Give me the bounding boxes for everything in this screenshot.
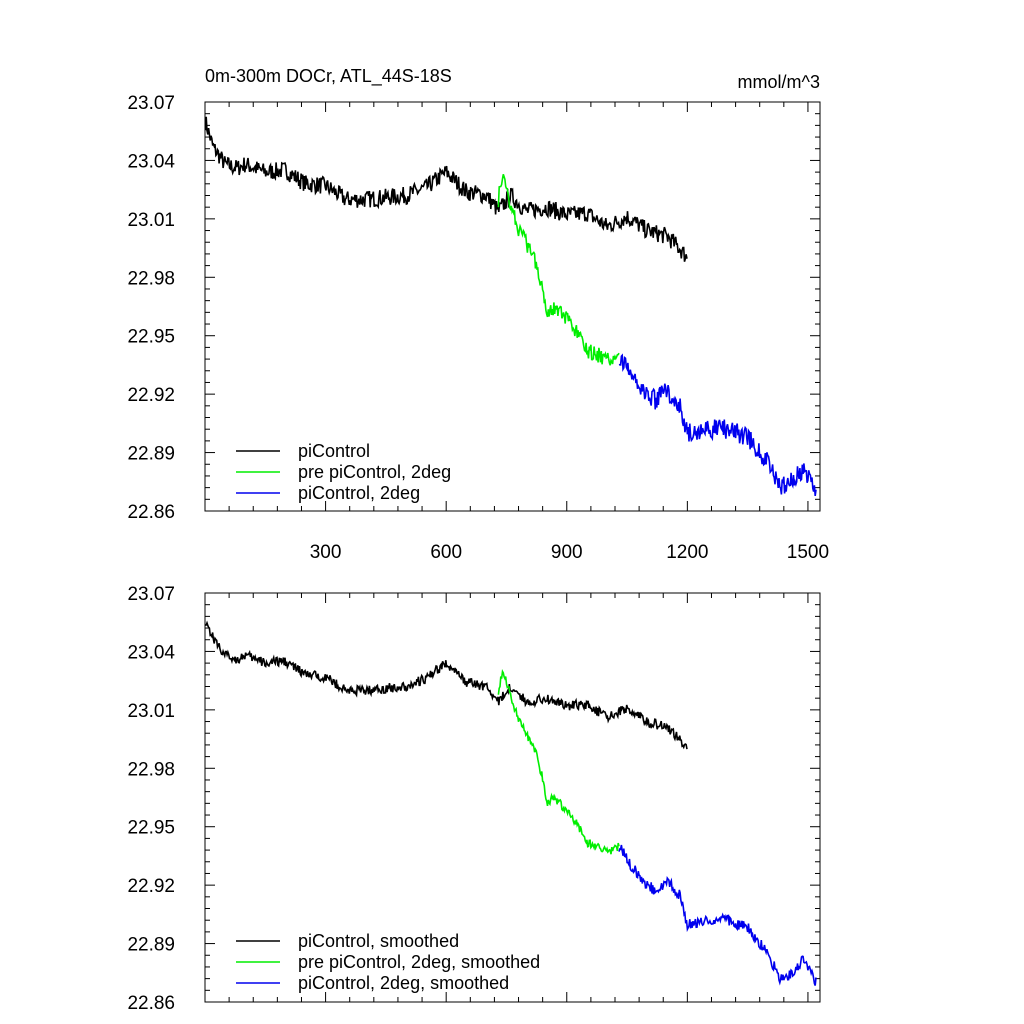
legend-label: piControl, smoothed <box>298 931 459 951</box>
y-tick-label: 22.89 <box>127 444 175 465</box>
y-tick-label: 23.04 <box>127 151 175 172</box>
chart-title: 0m-300m DOCr, ATL_44S-18S <box>205 66 452 87</box>
y-tick-label: 22.89 <box>127 935 175 956</box>
top-panel: 0m-300m DOCr, ATL_44S-18S mmol/m^3 23.07… <box>127 66 829 563</box>
series-line <box>497 174 620 366</box>
plot-frame <box>204 592 821 1003</box>
x-tick-label: 900 <box>551 542 583 563</box>
y-tick-label: 23.01 <box>127 210 175 231</box>
series-line <box>205 620 688 750</box>
y-tick-label: 23.07 <box>127 584 175 605</box>
series-line <box>618 353 817 497</box>
series-line <box>497 669 620 855</box>
y-tick-label: 22.95 <box>127 818 175 839</box>
plot-frame <box>204 101 821 512</box>
legend-label: pre piControl, 2deg <box>298 462 451 482</box>
y-tick-label: 23.04 <box>127 642 175 663</box>
legend-label: piControl, 2deg, smoothed <box>298 973 509 993</box>
y-tick-label: 22.92 <box>127 876 175 897</box>
bottom-panel: 23.07 23.04 23.01 22.98 22.95 22.92 22.89 22.86… <box>127 584 821 1014</box>
y-tick-label: 23.07 <box>127 93 175 114</box>
y-tick-label: 22.92 <box>127 385 175 406</box>
x-tick-label: 1200 <box>666 542 708 563</box>
series-line <box>204 116 688 262</box>
legend-label: piControl <box>298 441 370 461</box>
x-tick-label: 600 <box>430 542 462 563</box>
x-tick-label: 300 <box>310 542 342 563</box>
units-label: mmol/m^3 <box>738 72 820 92</box>
x-tick-label: 1500 <box>787 542 829 563</box>
y-tick-label: 22.86 <box>127 502 175 523</box>
y-tick-label: 23.01 <box>127 701 175 722</box>
y-tick-label: 22.98 <box>127 268 175 289</box>
legend-label: pre piControl, 2deg, smoothed <box>298 952 540 972</box>
legend-label: piControl, 2deg <box>298 483 420 503</box>
series-line <box>618 844 817 986</box>
y-tick-label: 22.86 <box>127 993 175 1014</box>
y-tick-label: 22.95 <box>127 327 175 348</box>
y-tick-label: 22.98 <box>127 759 175 780</box>
